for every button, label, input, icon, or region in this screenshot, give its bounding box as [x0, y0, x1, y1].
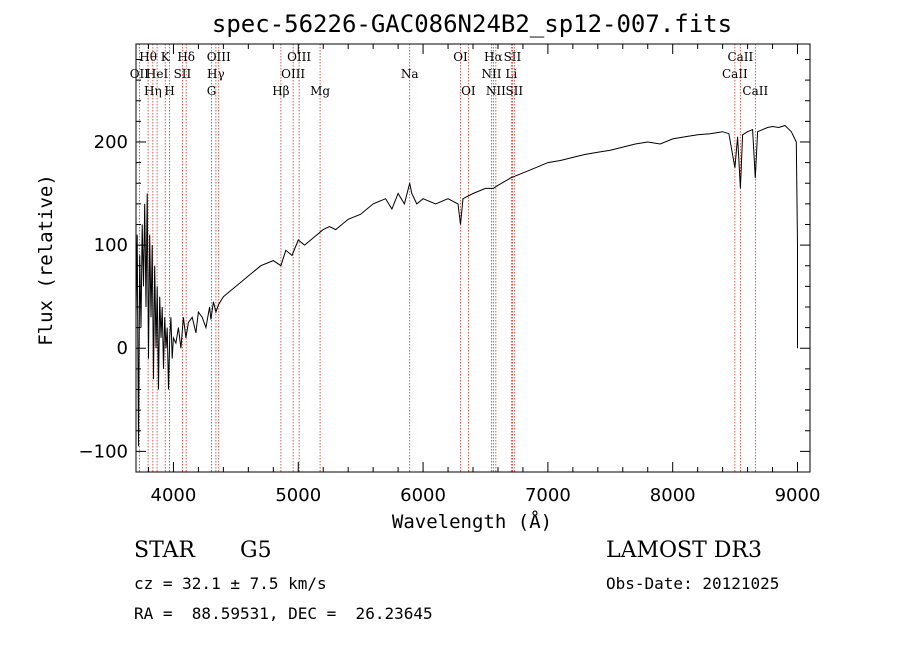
x-axis-label: Wavelength (Å) [392, 510, 552, 533]
line-label: SII [174, 67, 192, 81]
x-tick-label: 8000 [650, 485, 696, 506]
x-tick-label: 6000 [400, 485, 446, 506]
x-tick-label: 7000 [525, 485, 571, 506]
axes: 4000 5000 6000 7000 8000 9000 −100 0 100 200 [79, 43, 821, 506]
y-tick-label: 200 [94, 132, 128, 153]
line-label: SII [504, 50, 522, 64]
line-label: OIII [207, 50, 231, 64]
x-tick-label: 5000 [275, 485, 321, 506]
line-label: Hβ [272, 84, 289, 98]
redshift-info: cz = 32.1 ± 7.5 km/s [134, 574, 327, 593]
spectral-line-markers: OIIHθHηHeIKHSIIHδGHγOIIIHβOIIIOIIIMgNaOI… [130, 44, 768, 472]
line-label: Hδ [177, 50, 195, 64]
line-label: HeI [146, 67, 169, 81]
y-tick-label: 100 [94, 235, 128, 256]
line-label: OIII [281, 67, 305, 81]
x-tick-label: 4000 [151, 485, 197, 506]
object-class: STAR [134, 538, 195, 563]
y-tick-label: −100 [79, 441, 128, 462]
line-label: CaII [722, 67, 748, 81]
object-subclass: G5 [240, 538, 272, 563]
line-label: NII [481, 67, 501, 81]
line-label: Hθ [139, 50, 157, 64]
obs-date: Obs-Date: 20121025 [606, 574, 780, 593]
line-label: Li [505, 67, 517, 81]
line-label: SII [505, 84, 523, 98]
line-label: Hγ [207, 67, 225, 81]
plot-frame [135, 43, 811, 473]
y-axis-label: Flux (relative) [35, 174, 57, 346]
line-label: K [161, 50, 171, 64]
line-label: CaII [742, 84, 768, 98]
survey-name: LAMOST DR3 [606, 538, 762, 563]
line-label: OI [461, 84, 476, 98]
line-label: G [207, 84, 217, 98]
line-label: NII [486, 84, 506, 98]
line-label: H [164, 84, 174, 98]
line-label: Na [401, 67, 419, 81]
line-label: OIII [287, 50, 311, 64]
line-label: Hα [484, 50, 503, 64]
coordinates: RA = 88.59531, DEC = 26.23645 [134, 604, 433, 623]
x-tick-label: 9000 [775, 485, 821, 506]
line-label: OII [130, 67, 150, 81]
spectrum-line [135, 124, 798, 447]
line-label: Mg [310, 84, 330, 98]
line-label: Hη [144, 84, 162, 98]
line-label: OI [453, 50, 468, 64]
chart-title: spec-56226-GAC086N24B2_sp12-007.fits [212, 10, 732, 38]
line-label: CaII [727, 50, 753, 64]
spectrum-series [135, 124, 798, 447]
y-tick-label: 0 [117, 338, 128, 359]
